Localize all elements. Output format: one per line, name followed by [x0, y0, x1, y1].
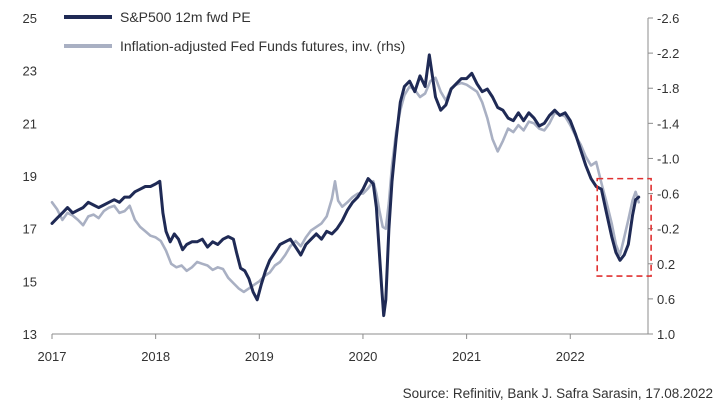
- right-tick-label: 0.6: [657, 292, 675, 307]
- left-tick-label: 25: [23, 11, 37, 26]
- x-tick-label: 2019: [245, 349, 274, 364]
- left-tick-label: 13: [23, 327, 37, 342]
- left-tick-label: 19: [23, 169, 37, 184]
- x-tick-label: 2022: [556, 349, 585, 364]
- right-tick-label: -0.6: [657, 187, 679, 202]
- x-tick-label: 2020: [348, 349, 377, 364]
- source-note: Source: Refinitiv, Bank J. Safra Sarasin…: [402, 386, 713, 401]
- left-axis-ticks: 13 15 17 19 21 23 25: [23, 11, 37, 342]
- left-tick-label: 23: [23, 64, 37, 79]
- right-axis-ticks: -2.6 -2.2 -1.8 -1.4 -1.0 -0.6 -0.2 0.2 0.6 1.0: [648, 11, 679, 342]
- highlight-box: [596, 177, 652, 277]
- right-tick-label: -1.8: [657, 81, 679, 96]
- right-tick-label: 1.0: [657, 327, 675, 342]
- right-tick-label: 0.2: [657, 257, 675, 272]
- left-tick-label: 17: [23, 222, 37, 237]
- series-layer: [50, 53, 641, 318]
- axes: [52, 18, 649, 335]
- left-tick-label: 21: [23, 116, 37, 131]
- legend-label-sp500: S&P500 12m fwd PE: [120, 9, 251, 25]
- right-tick-label: -1.0: [657, 151, 679, 166]
- right-tick-label: -0.2: [657, 222, 679, 237]
- x-axis-ticks: 2017 2018 2019 2020 2021 2022: [38, 334, 585, 364]
- x-tick-label: 2018: [141, 349, 170, 364]
- right-tick-label: -1.4: [657, 116, 679, 131]
- x-tick-label: 2021: [452, 349, 481, 364]
- x-tick-label: 2017: [38, 349, 67, 364]
- series-line-fed-funds-inv: [50, 76, 640, 294]
- left-tick-label: 15: [23, 274, 37, 289]
- series-line-sp500-pe: [50, 53, 641, 318]
- right-tick-label: -2.2: [657, 46, 679, 61]
- legend: S&P500 12m fwd PE Inflation-adjusted Fed…: [64, 9, 405, 54]
- legend-label-fed-funds: Inflation-adjusted Fed Funds futures, in…: [120, 38, 405, 54]
- right-tick-label: -2.6: [657, 11, 679, 26]
